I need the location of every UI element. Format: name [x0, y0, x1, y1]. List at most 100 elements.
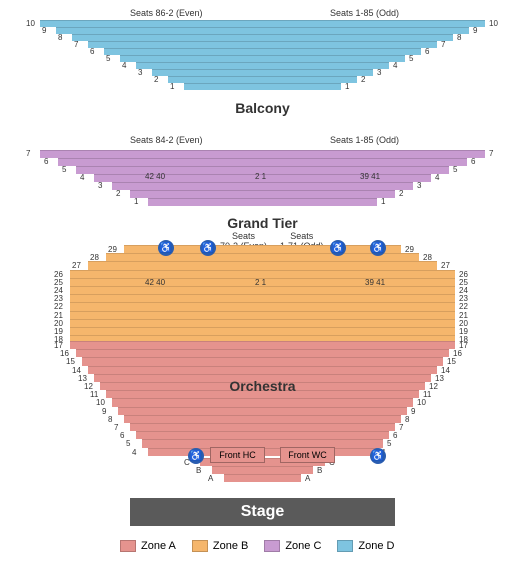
- row-number: 1: [134, 197, 138, 206]
- row-number: 7: [74, 40, 78, 49]
- orchestra-row: [136, 431, 389, 439]
- row-number: 5: [409, 54, 413, 63]
- row-number: 3: [98, 181, 102, 190]
- front-wc-box: Front WC: [280, 447, 335, 463]
- legend-swatch: [120, 540, 136, 552]
- stage: Stage: [130, 498, 395, 526]
- legend-swatch: [264, 540, 280, 552]
- tier-row: [104, 48, 421, 55]
- orchestra-row: [118, 407, 407, 415]
- row-number: 7: [114, 423, 118, 432]
- row-number: 7: [489, 149, 493, 158]
- row-number: 6: [425, 47, 429, 56]
- row-number: 4: [80, 173, 84, 182]
- row-number: 4: [122, 61, 126, 70]
- row-number: 5: [387, 439, 391, 448]
- legend-label: Zone C: [285, 540, 321, 552]
- orchestra-row: [212, 466, 313, 474]
- orchestra-row: [70, 302, 455, 310]
- row-number: 8: [405, 415, 409, 424]
- wheelchair-icon: ♿: [330, 240, 346, 256]
- row-number: 9: [42, 26, 46, 35]
- orchestra-row: [70, 294, 455, 302]
- wheelchair-icon: ♿: [188, 448, 204, 464]
- row-number: 6: [120, 431, 124, 440]
- seat-number: 2 1: [255, 278, 266, 287]
- tier-row: [72, 34, 453, 41]
- orchestra-row: [224, 474, 301, 482]
- tier-row: [112, 182, 413, 190]
- tier-row: [130, 190, 395, 198]
- row-number: 5: [453, 165, 457, 174]
- row-number: 8: [457, 33, 461, 42]
- row-number: 6: [90, 47, 94, 56]
- wheelchair-icon: ♿: [158, 240, 174, 256]
- legend-swatch: [192, 540, 208, 552]
- orchestra-row: [70, 341, 455, 349]
- tier-row: [152, 69, 373, 76]
- row-number: B: [196, 466, 201, 475]
- legend-label: Zone A: [141, 540, 176, 552]
- row-number: 5: [106, 54, 110, 63]
- legend-item: Zone C: [264, 540, 321, 552]
- tier-row: [120, 55, 405, 62]
- row-number: A: [208, 474, 213, 483]
- tier-row: [136, 62, 389, 69]
- orchestra-row: [88, 261, 437, 269]
- wheelchair-icon: ♿: [370, 240, 386, 256]
- row-number: 7: [441, 40, 445, 49]
- legend-label: Zone B: [213, 540, 248, 552]
- row-number: 2: [361, 75, 365, 84]
- grandtier-seats-left-label: Seats 84-2 (Even): [130, 135, 203, 145]
- seat-number: 42 40: [145, 172, 165, 181]
- front-hc-box: Front HC: [210, 447, 265, 463]
- seating-chart: Seats 86-2 (Even) Seats 1-85 (Odd) 1 1 2 2 3…: [0, 0, 525, 570]
- tier-row: [148, 198, 377, 206]
- seat-number: 39 41: [365, 278, 385, 287]
- balcony-seats-right-label: Seats 1-85 (Odd): [330, 8, 399, 18]
- legend-item: Zone D: [337, 540, 394, 552]
- row-number: 1: [345, 82, 349, 91]
- legend-swatch: [337, 540, 353, 552]
- row-number: 8: [108, 415, 112, 424]
- legend: Zone A Zone B Zone C Zone D: [120, 540, 394, 552]
- row-number: 9: [411, 407, 415, 416]
- row-number: 3: [417, 181, 421, 190]
- row-number: 2: [399, 189, 403, 198]
- orchestra-row: [70, 327, 455, 335]
- orchestra-row: [82, 357, 443, 365]
- row-number: 5: [126, 439, 130, 448]
- tier-row: [184, 83, 341, 90]
- row-number: 3: [377, 68, 381, 77]
- seat-number: 42 40: [145, 278, 165, 287]
- orchestra-row: [106, 253, 419, 261]
- orchestra-row: [70, 319, 455, 327]
- wheelchair-icon: ♿: [200, 240, 216, 256]
- balcony-seats-left-label: Seats 86-2 (Even): [130, 8, 203, 18]
- orchestra-row: [70, 311, 455, 319]
- row-number: 3: [138, 68, 142, 77]
- row-number: 7: [399, 423, 403, 432]
- orchestra-title: Orchestra: [0, 378, 525, 394]
- grandtier-seats-right-label: Seats 1-85 (Odd): [330, 135, 399, 145]
- orchestra-row: [88, 366, 437, 374]
- legend-item: Zone A: [120, 540, 176, 552]
- row-number: 10: [417, 398, 426, 407]
- orchestra-row: [112, 398, 413, 406]
- legend-item: Zone B: [192, 540, 248, 552]
- row-number: A: [305, 474, 310, 483]
- tier-row: [40, 150, 485, 158]
- row-number: 9: [102, 407, 106, 416]
- row-number: 4: [393, 61, 397, 70]
- row-number: B: [317, 466, 322, 475]
- orchestra-row: [124, 415, 401, 423]
- tier-row: [168, 76, 357, 83]
- row-number: 1: [170, 82, 174, 91]
- grandtier-title: Grand Tier: [0, 215, 525, 231]
- row-number: 5: [62, 165, 66, 174]
- row-number: 10: [26, 19, 35, 28]
- orchestra-row: [76, 349, 449, 357]
- tier-row: [88, 41, 437, 48]
- row-number: 6: [471, 157, 475, 166]
- row-number: 2: [154, 75, 158, 84]
